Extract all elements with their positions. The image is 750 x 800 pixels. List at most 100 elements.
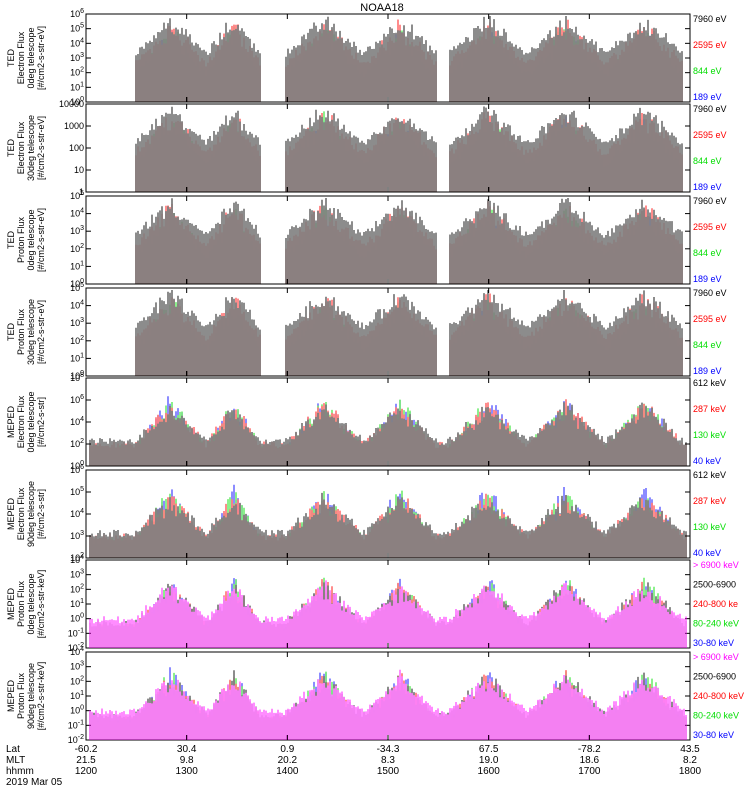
x-tick-label-time: 1600 xyxy=(478,766,501,777)
x-tick-label-mlt: 20.2 xyxy=(278,755,298,766)
panel-3: 100 101 102 103 104 105 TED Proton Flux 0deg tel… xyxy=(6,190,727,289)
panel-4: 100 101 102 103 104 105 TED Proton Flux 30deg te… xyxy=(6,282,727,381)
y-tick-label: 102 xyxy=(70,438,84,449)
flux-traces xyxy=(135,16,683,102)
y-tick-label: 100 xyxy=(70,460,84,471)
legend: 7960 eV 2595 eV 844 eV 189 eV xyxy=(693,14,727,102)
legend-entry: 287 keV xyxy=(693,496,726,506)
legend: 7960 eV 2595 eV 844 eV 189 eV xyxy=(693,196,727,284)
y-axis-label: TED xyxy=(6,138,16,157)
y-tick-label: 102 xyxy=(70,583,84,594)
y-tick-label: 104 xyxy=(70,300,84,311)
y-axis-label: 90deg telescope xyxy=(26,663,36,729)
legend-entry: 2595 eV xyxy=(693,222,727,232)
legend-entry: > 6900 keV xyxy=(693,652,739,662)
y-tick-label: 10-1 xyxy=(68,719,84,730)
y-tick-label: 101 xyxy=(70,690,84,701)
legend-entry: > 6900 keV xyxy=(693,560,739,570)
legend-entry: 7960 eV xyxy=(693,288,727,298)
y-tick-label: 105 xyxy=(70,282,84,293)
y-tick-label: 103 xyxy=(70,225,84,236)
flux-trace xyxy=(89,580,687,648)
x-tick-label-mlt: 9.8 xyxy=(180,755,194,766)
x-tick-label-lat: 67.5 xyxy=(479,744,499,755)
y-axis-label: Electron Flux xyxy=(16,395,26,448)
x-tick-label-time: 1800 xyxy=(679,766,702,777)
y-axis-label: [#/cm2-s-str-keV] xyxy=(36,570,46,639)
flux-traces xyxy=(89,577,687,648)
y-axis-label: MEPED xyxy=(6,680,16,713)
y-axis-label: MEPED xyxy=(6,498,16,531)
y-axis-label: Electron Flux xyxy=(16,31,26,84)
panel-6: 102 103 104 105 106 MEPED Electron Flux 90deg t… xyxy=(6,464,726,563)
y-tick-label: 104 xyxy=(70,508,84,519)
legend: 612 keV 287 keV 130 keV 40 keV xyxy=(693,470,726,558)
y-tick-label: 103 xyxy=(70,569,84,580)
legend-entry: 189 eV xyxy=(693,274,722,284)
y-axis-label: TED xyxy=(6,48,16,67)
y-tick-label: 1 xyxy=(79,187,84,197)
legend-entry: 80-240 keV xyxy=(693,711,739,721)
y-axis-label: 0deg telescope xyxy=(26,209,36,270)
y-tick-label: 105 xyxy=(70,190,84,201)
legend-entry: 844 eV xyxy=(693,248,722,258)
legend-entry: 189 eV xyxy=(693,92,722,102)
y-tick-label: 10 xyxy=(74,165,84,175)
y-tick-label: 106 xyxy=(70,394,84,405)
legend: > 6900 keV 2500-6900 240-800 ke 80-240 keV 3… xyxy=(693,560,739,648)
flux-trace xyxy=(135,198,683,284)
y-tick-label: 106 xyxy=(70,464,84,475)
y-tick-label: 106 xyxy=(70,8,84,19)
y-axis-label: Proton Flux xyxy=(16,672,26,719)
flux-trace xyxy=(89,669,687,740)
legend-entry: 2500-6900 xyxy=(693,672,736,682)
legend-entry: 2595 eV xyxy=(693,314,727,324)
y-tick-label: 101 xyxy=(70,260,84,271)
flux-traces xyxy=(135,198,683,284)
y-tick-label: 10-2 xyxy=(68,642,84,653)
chart-title: NOAA18 xyxy=(360,2,403,14)
y-tick-label: 100 xyxy=(70,370,84,381)
y-tick-label: 105 xyxy=(70,23,84,34)
x-tick-label-time: 1200 xyxy=(75,766,98,777)
panel-8: 10-2 10-1 100 101 102 103 104 MEPED Proton Flux 9… xyxy=(6,646,744,745)
panel-1: 100 101 102 103 104 105 106 TED Electron Flux 0de… xyxy=(6,8,727,107)
y-axis-label: [#/cm2-s-str-eV] xyxy=(36,208,46,272)
legend: 612 keV 287 keV 130 keV 40 keV xyxy=(693,378,726,466)
x-tick-label-time: 1700 xyxy=(578,766,601,777)
y-tick-label: 102 xyxy=(70,675,84,686)
y-tick-label: 104 xyxy=(70,37,84,48)
legend-entry: 612 keV xyxy=(693,470,726,480)
flux-traces xyxy=(89,667,687,740)
x-tick-label-mlt: 21.5 xyxy=(76,755,96,766)
y-axis-label: [#/cm2-s-str] xyxy=(36,397,46,447)
x-tick-label-mlt: 8.2 xyxy=(683,755,697,766)
y-tick-label: 100 xyxy=(70,705,84,716)
x-row-label: MLT xyxy=(6,755,25,766)
y-axis-label: [#/cm2-s-str] xyxy=(36,489,46,539)
x-row-label: hhmm xyxy=(6,766,34,777)
legend-entry: 2595 eV xyxy=(693,130,727,140)
x-tick-label-time: 1400 xyxy=(276,766,299,777)
legend-entry: 844 eV xyxy=(693,156,722,166)
legend-entry: 7960 eV xyxy=(693,104,727,114)
y-tick-label: 100 xyxy=(69,143,84,153)
y-axis-label: [#/cm2-s-str-eV] xyxy=(36,116,46,180)
legend-entry: 130 keV xyxy=(693,430,726,440)
y-axis-label: Electron Flux xyxy=(16,121,26,174)
y-tick-label: 104 xyxy=(70,554,84,565)
legend-entry: 30-80 keV xyxy=(693,730,734,740)
y-tick-label: 104 xyxy=(70,646,84,657)
legend-entry: 240-800 keV xyxy=(693,691,744,701)
y-axis-label: Proton Flux xyxy=(16,308,26,355)
y-tick-label: 101 xyxy=(70,352,84,363)
y-axis-label: TED xyxy=(6,322,16,341)
legend-entry: 287 keV xyxy=(693,404,726,414)
date-label: 2019 Mar 05 xyxy=(6,777,63,788)
legend-entry: 130 keV xyxy=(693,522,726,532)
x-tick-label-time: 1500 xyxy=(377,766,400,777)
x-tick-label-lat: 43.5 xyxy=(680,744,700,755)
flux-traces xyxy=(89,396,687,466)
y-tick-label: 102 xyxy=(70,335,84,346)
